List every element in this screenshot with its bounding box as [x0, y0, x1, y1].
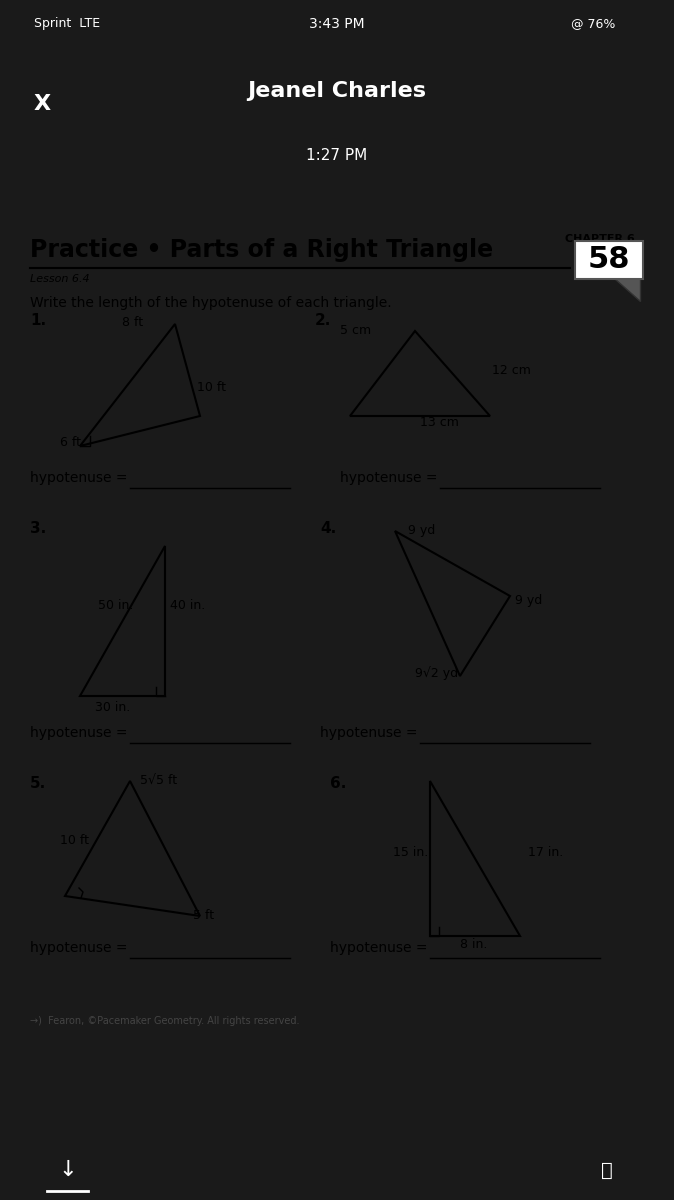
Text: ↓: ↓ [58, 1160, 77, 1180]
Text: 3.: 3. [30, 521, 47, 536]
Text: hypotenuse =: hypotenuse = [320, 726, 422, 740]
Text: hypotenuse =: hypotenuse = [30, 726, 132, 740]
Text: 17 in.: 17 in. [528, 846, 563, 859]
Text: 4.: 4. [320, 521, 336, 536]
Text: 9√2 yd: 9√2 yd [415, 666, 458, 679]
Bar [575, 241, 643, 278]
Text: 58: 58 [588, 246, 630, 275]
Text: 6 ft: 6 ft [60, 436, 81, 449]
Text: CHAPTER 6: CHAPTER 6 [565, 234, 635, 244]
Text: @ 76%: @ 76% [571, 17, 615, 30]
Text: 10 ft: 10 ft [60, 834, 89, 847]
Polygon shape [580, 248, 640, 301]
Text: 40 in.: 40 in. [170, 599, 206, 612]
Text: hypotenuse =: hypotenuse = [30, 470, 132, 485]
Text: Practice • Parts of a Right Triangle: Practice • Parts of a Right Triangle [30, 238, 493, 262]
Text: 50 in.: 50 in. [98, 599, 133, 612]
Text: υft  10ft: υft 10ft [133, 468, 188, 482]
Text: 🗑: 🗑 [601, 1160, 613, 1180]
Text: hypotenuse =: hypotenuse = [340, 470, 442, 485]
Text: →)  Fearon, ©Pacemaker Geometry. All rights reserved.: →) Fearon, ©Pacemaker Geometry. All righ… [30, 1016, 299, 1026]
Text: hypotenuse =: hypotenuse = [330, 941, 432, 955]
Text: hypotenuse =: hypotenuse = [30, 941, 132, 955]
Text: 5√5 ft: 5√5 ft [140, 774, 177, 787]
Text: 1.: 1. [30, 313, 46, 328]
Text: 5 cm: 5 cm [340, 324, 371, 337]
Text: Sprint  LTE: Sprint LTE [34, 17, 100, 30]
Text: Jeanel Charles: Jeanel Charles [247, 80, 427, 101]
Text: 3:43 PM: 3:43 PM [309, 17, 365, 31]
Text: 13 cm: 13 cm [420, 416, 459, 428]
Text: 8 in.: 8 in. [460, 938, 487, 950]
Text: 10 ft: 10 ft [197, 380, 226, 394]
Text: 2.: 2. [315, 313, 332, 328]
Text: 5.: 5. [30, 776, 47, 791]
Text: 6.: 6. [330, 776, 346, 791]
Text: 12 cm: 12 cm [492, 364, 531, 377]
Text: 15 in.: 15 in. [393, 846, 428, 859]
Text: 8 ft: 8 ft [122, 316, 143, 329]
Text: 9 yd: 9 yd [408, 524, 435, 538]
Text: 1:27 PM: 1:27 PM [307, 148, 367, 163]
Text: X: X [34, 94, 51, 114]
Text: 30 in.: 30 in. [95, 701, 130, 714]
Text: 5 ft: 5 ft [193, 910, 214, 922]
Text: Write the length of the hypotenuse of each triangle.: Write the length of the hypotenuse of ea… [30, 296, 392, 310]
Text: 9 yd: 9 yd [515, 594, 543, 607]
Text: Lesson 6.4: Lesson 6.4 [30, 274, 90, 284]
